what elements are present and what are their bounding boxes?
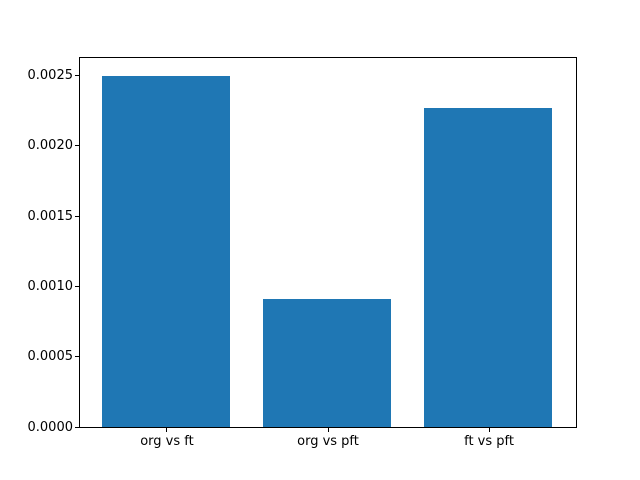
y-tick-label: 0.0025 bbox=[27, 68, 74, 84]
bar bbox=[262, 299, 392, 427]
y-tick-label: 0.0010 bbox=[27, 278, 74, 294]
x-tick-label: org vs ft bbox=[140, 434, 194, 449]
x-tick-label: ft vs pft bbox=[464, 434, 514, 449]
y-tick-label: 0.0020 bbox=[27, 138, 74, 154]
x-tick-mark bbox=[488, 428, 490, 432]
bar bbox=[101, 75, 231, 427]
bar bbox=[423, 107, 553, 427]
y-tick-label: 0.0005 bbox=[27, 349, 74, 365]
y-tick-mark bbox=[75, 215, 79, 217]
y-tick-mark bbox=[75, 145, 79, 147]
y-tick-label: 0.0000 bbox=[27, 419, 74, 435]
y-tick-mark bbox=[75, 356, 79, 358]
plot-area bbox=[79, 57, 577, 428]
y-tick-mark bbox=[75, 426, 79, 428]
y-tick-mark bbox=[75, 75, 79, 77]
y-tick-mark bbox=[75, 285, 79, 287]
x-tick-mark bbox=[166, 428, 168, 432]
x-tick-label: org vs pft bbox=[297, 434, 359, 449]
y-tick-label: 0.0015 bbox=[27, 208, 74, 224]
x-tick-mark bbox=[327, 428, 329, 432]
